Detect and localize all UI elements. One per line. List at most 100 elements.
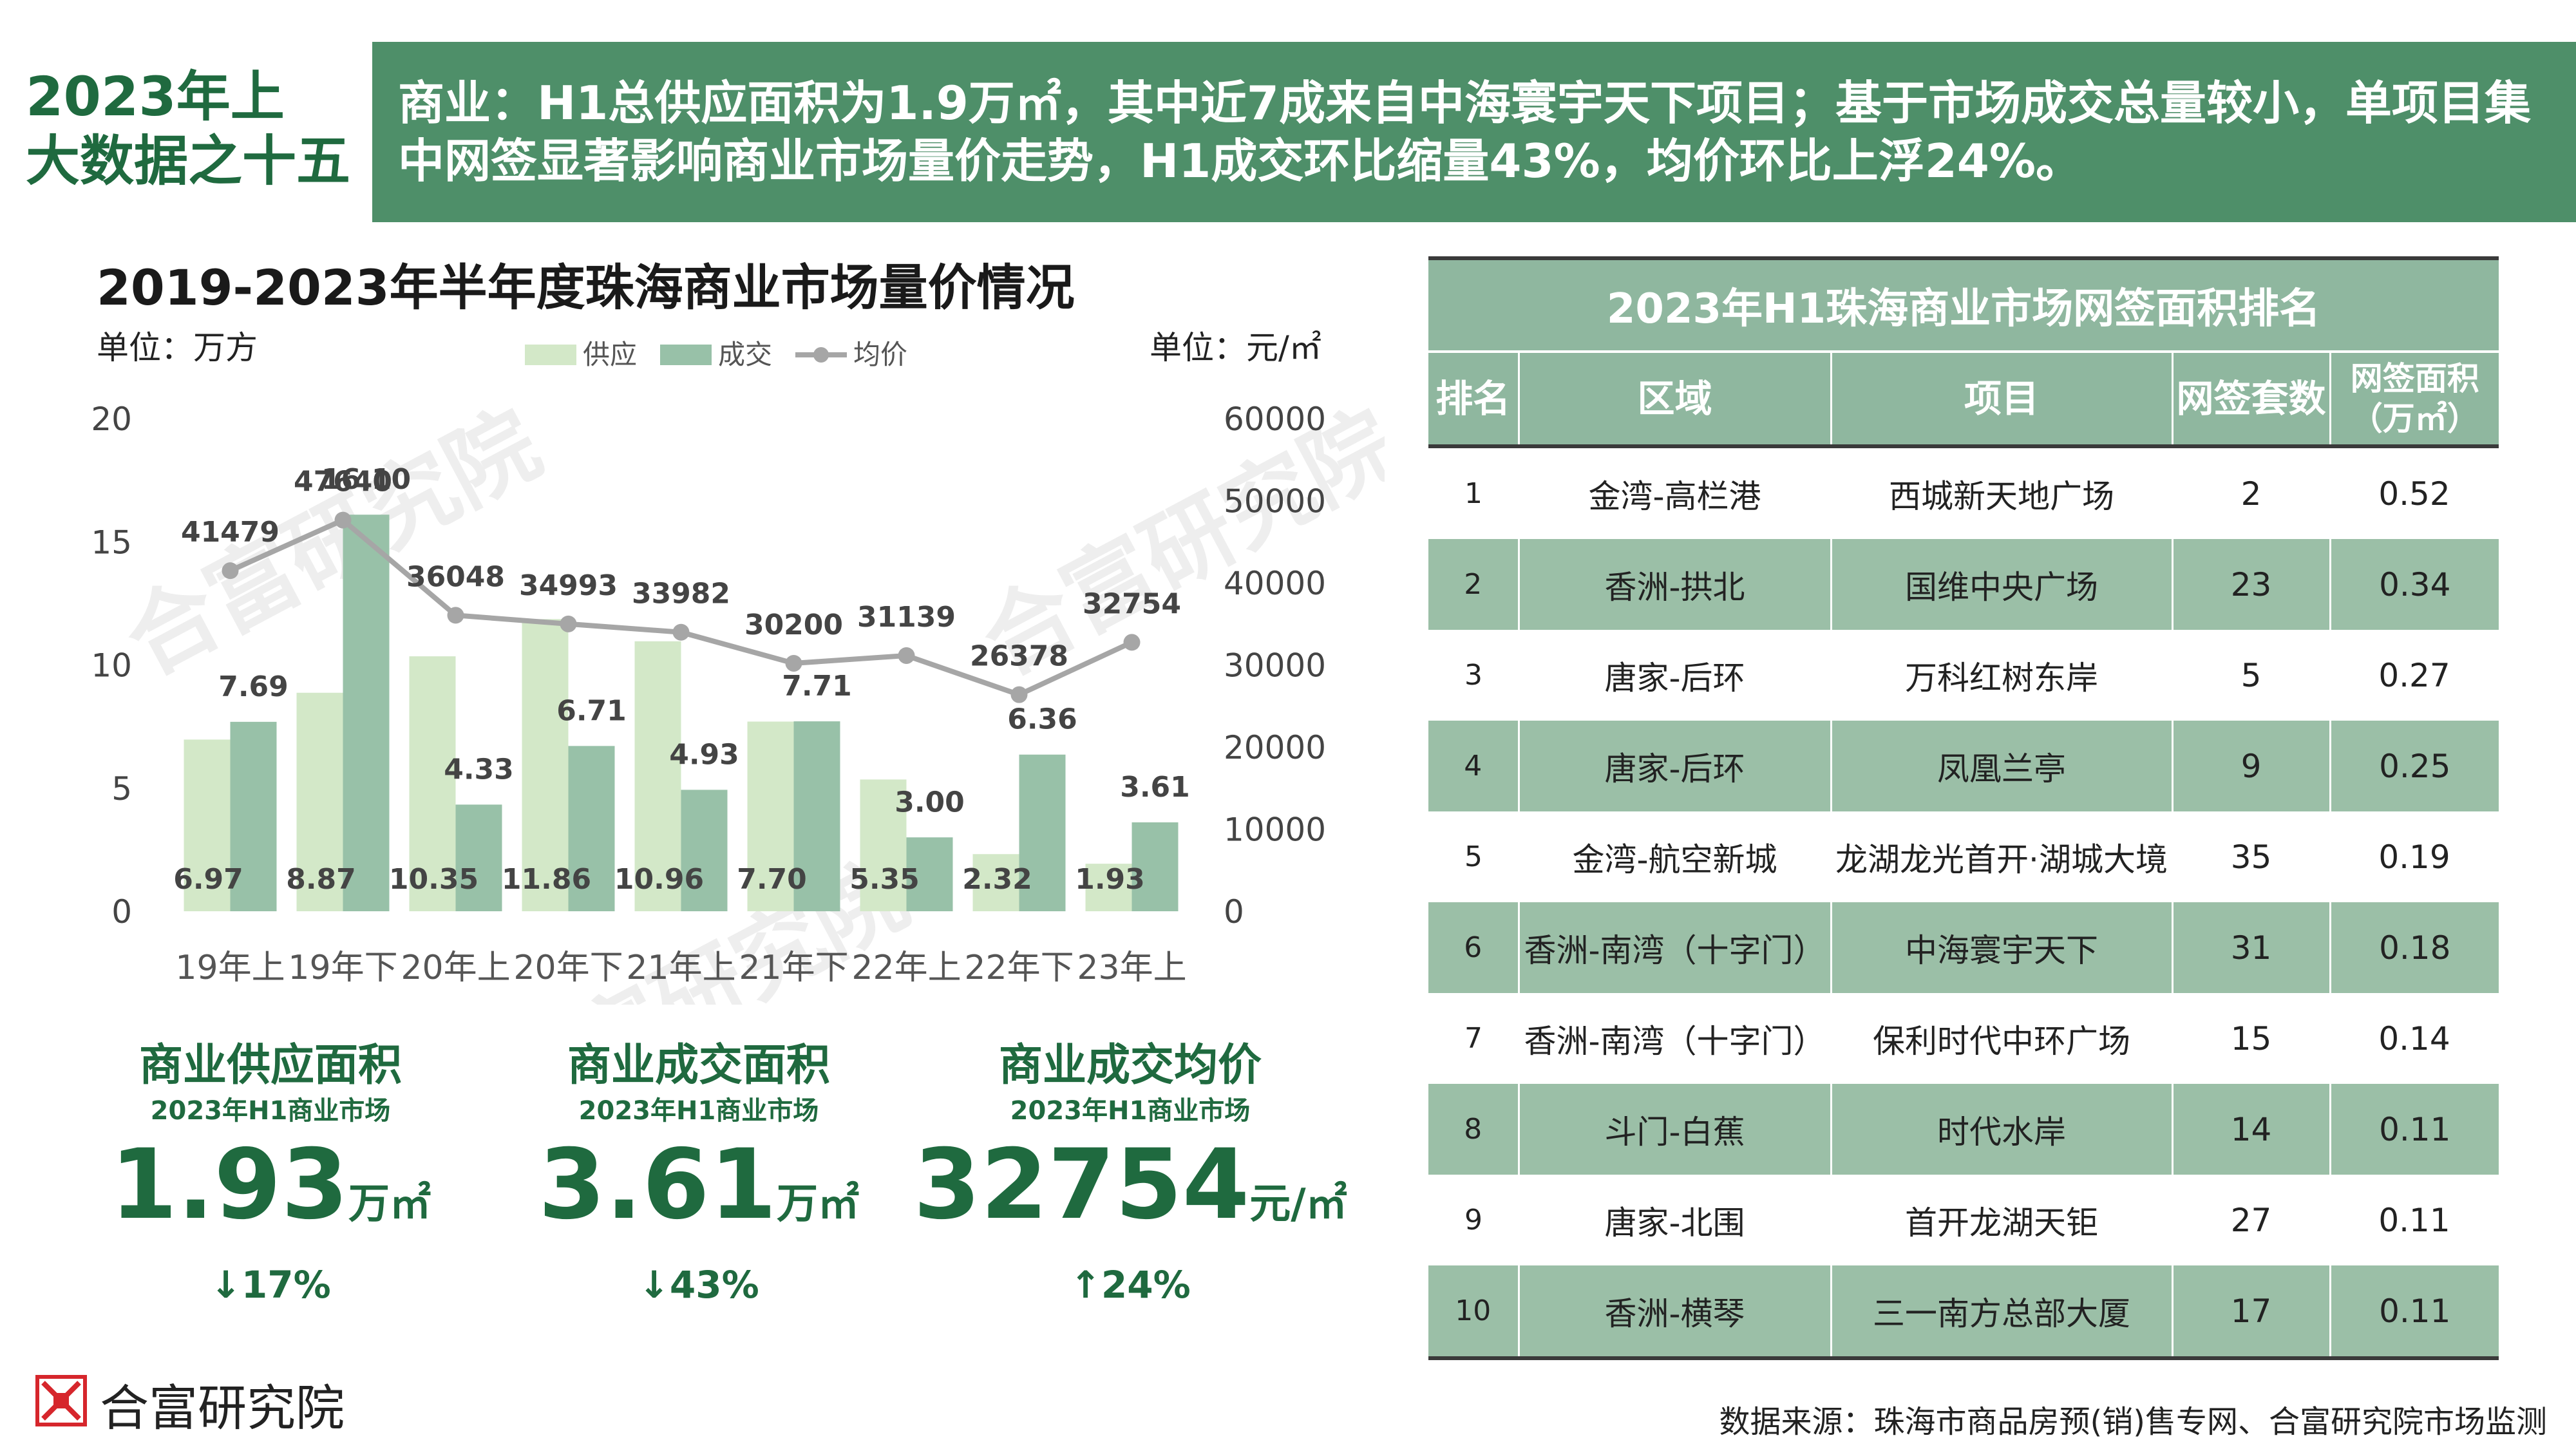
table-cell: 4	[1428, 721, 1519, 811]
table-cell: 斗门-白蕉	[1517, 1084, 1832, 1175]
ranking-table: 2023年H1珠海商业市场网签面积排名 排名 区域 项目 网签套数 网签面积（万㎡） 1…	[1428, 256, 2499, 1360]
table-body: 1 金湾-高栏港 西城新天地广场 2 0.52 2 香洲-拱北 国维中央广场 23 0.34 3 唐家…	[1428, 446, 2499, 1360]
label-avg: 30200	[744, 609, 843, 641]
right-tick-label: 0	[1224, 893, 1244, 931]
right-tick-label: 30000	[1224, 647, 1326, 685]
data-source: 数据来源：珠海市商品房预(销)售专网、合富研究院市场监测	[1719, 1404, 2547, 1440]
bar-supply	[409, 656, 456, 911]
table-header-2: 项目	[1831, 352, 2174, 448]
table-cell: 时代水岸	[1830, 1084, 2174, 1175]
kpi-number: 1.93	[109, 1129, 349, 1241]
table-cell: 7	[1464, 1022, 1482, 1055]
bar-supply	[860, 779, 907, 911]
table-cell: 0.27	[2378, 656, 2450, 694]
kpi-price: 商业成交均价 2023年H1商业市场 32754元/㎡ ↑24%	[898, 1040, 1362, 1311]
bar-deal	[906, 837, 953, 911]
table-cell: 三一南方总部大厦	[1830, 1265, 2174, 1360]
table-cell: 0.18	[2330, 902, 2499, 993]
summary-banner: 商业：H1总供应面积为1.9万㎡，其中近7成来自中海寰宇天下项目；基于市场成交总…	[372, 42, 2576, 222]
label-avg: 36048	[406, 560, 505, 593]
table-header-0: 排名	[1428, 352, 1520, 448]
kpi-supply: 商业供应面积 2023年H1商业市场 1.93万㎡ ↓17%	[39, 1040, 502, 1311]
label-avg: 47640	[294, 466, 392, 498]
label-supply: 5.35	[849, 863, 920, 896]
table-cell: 9	[2171, 721, 2331, 811]
label-supply: 11.86	[502, 863, 591, 896]
table-cell: 31	[2171, 902, 2331, 993]
table-cell: 2	[1428, 539, 1519, 630]
table-cell: 香洲-拱北	[1517, 539, 1832, 630]
bar-deal	[793, 721, 840, 911]
right-axis-unit: 单位：元/㎡	[1150, 329, 1321, 366]
label-supply: 8.87	[286, 863, 356, 896]
table-cell: 唐家-后环	[1517, 721, 1832, 811]
category-label: 22年上	[851, 949, 961, 987]
label-supply: 1.93	[1075, 863, 1145, 896]
bar-supply	[634, 641, 681, 911]
avg-point	[334, 511, 352, 529]
legend-label-avg: 均价	[853, 339, 907, 370]
kpi-value: 1.93万㎡	[39, 1130, 502, 1259]
right-tick-label: 40000	[1224, 565, 1326, 602]
avg-point	[1123, 634, 1141, 651]
bar-deal	[230, 721, 277, 911]
table-row: 8 斗门-白蕉 时代水岸 14 0.11	[1428, 1084, 2499, 1175]
table-row: 6 香洲-南湾（十字门） 中海寰宇天下 31 0.18	[1428, 902, 2499, 993]
logo-text: 合富研究院	[100, 1379, 345, 1437]
label-avg: 32754	[1083, 587, 1181, 620]
left-axis-unit: 单位：万方	[97, 329, 258, 366]
label-deal: 3.61	[1120, 771, 1190, 804]
kpi-number: 3.61	[538, 1129, 777, 1241]
table-cell: 1	[1464, 477, 1482, 510]
table-cell: 金湾-高栏港	[1588, 477, 1761, 515]
badge-line1: 2023年上	[26, 65, 285, 128]
table-header-3: 网签套数	[2172, 352, 2331, 448]
label-supply: 10.96	[614, 863, 704, 896]
table-cell: 17	[2171, 1265, 2331, 1360]
kpi-unit: 万㎡	[348, 1180, 431, 1228]
label-deal: 4.33	[444, 753, 514, 786]
right-axis: 0 10000 20000 30000 40000 50000 60000	[1224, 401, 1326, 931]
table-row: 1 金湾-高栏港 西城新天地广场 2 0.52	[1428, 446, 2499, 539]
table-cell: 0.34	[2330, 539, 2499, 630]
bar-deal	[568, 746, 615, 911]
table-row: 4 唐家-后环 凤凰兰亭 9 0.25	[1428, 721, 2499, 811]
table-cell: 国维中央广场	[1830, 539, 2174, 630]
table-row: 10 香洲-横琴 三一南方总部大厦 17 0.11	[1428, 1265, 2499, 1360]
table-row: 5 金湾-航空新城 龙湖龙光首开·湖城大境 35 0.19	[1428, 811, 2499, 902]
legend-marker-avg	[813, 347, 829, 363]
label-deal: 3.00	[895, 786, 965, 819]
bar-deal	[343, 515, 390, 911]
table-cell: 14	[2171, 1084, 2331, 1175]
kpi-subtitle: 2023年H1商业市场	[578, 1096, 819, 1126]
table-cell: 香洲-横琴	[1517, 1265, 1832, 1360]
table-cell: 5	[2240, 656, 2262, 694]
kpi-value: 32754元/㎡	[898, 1130, 1362, 1259]
bar-supply	[296, 692, 343, 911]
bar-supply	[747, 721, 794, 911]
data-labels: 6.97 7.69 8.87 16.10 10.35 4.33 11.86 6.71 10.96…	[173, 463, 1190, 896]
label-supply: 10.35	[389, 863, 478, 896]
kpi-subtitle: 2023年H1商业市场	[150, 1096, 391, 1126]
category-label: 20年下	[513, 949, 623, 987]
bar-supply	[184, 739, 231, 911]
logo-icon	[35, 1375, 87, 1426]
table-cell: 23	[2171, 539, 2331, 630]
avg-point	[785, 654, 802, 672]
table-cell: 0.14	[2378, 1019, 2450, 1057]
table-cell: 龙湖龙光首开·湖城大境	[1835, 840, 2168, 878]
table-cell: 中海寰宇天下	[1830, 902, 2174, 993]
table-row: 3 唐家-后环 万科红树东岸 5 0.27	[1428, 630, 2499, 721]
table-cell: 万科红树东岸	[1905, 659, 2098, 697]
category-label: 23年上	[1077, 949, 1186, 987]
table-cell: 0.11	[2330, 1084, 2499, 1175]
table-cell: 金湾-航空新城	[1572, 840, 1777, 878]
table-title: 2023年H1珠海商业市场网签面积排名	[1428, 256, 2499, 353]
chart-title: 2019-2023年半年度珠海商业市场量价情况	[97, 259, 1075, 316]
label-avg: 31139	[857, 601, 956, 634]
kpi-deal: 商业成交面积 2023年H1商业市场 3.61万㎡ ↓43%	[467, 1040, 931, 1311]
left-tick-label: 20	[91, 401, 132, 438]
bar-supply	[1085, 864, 1132, 911]
label-deal: 6.71	[556, 694, 627, 727]
table-cell: 9	[1464, 1204, 1482, 1236]
